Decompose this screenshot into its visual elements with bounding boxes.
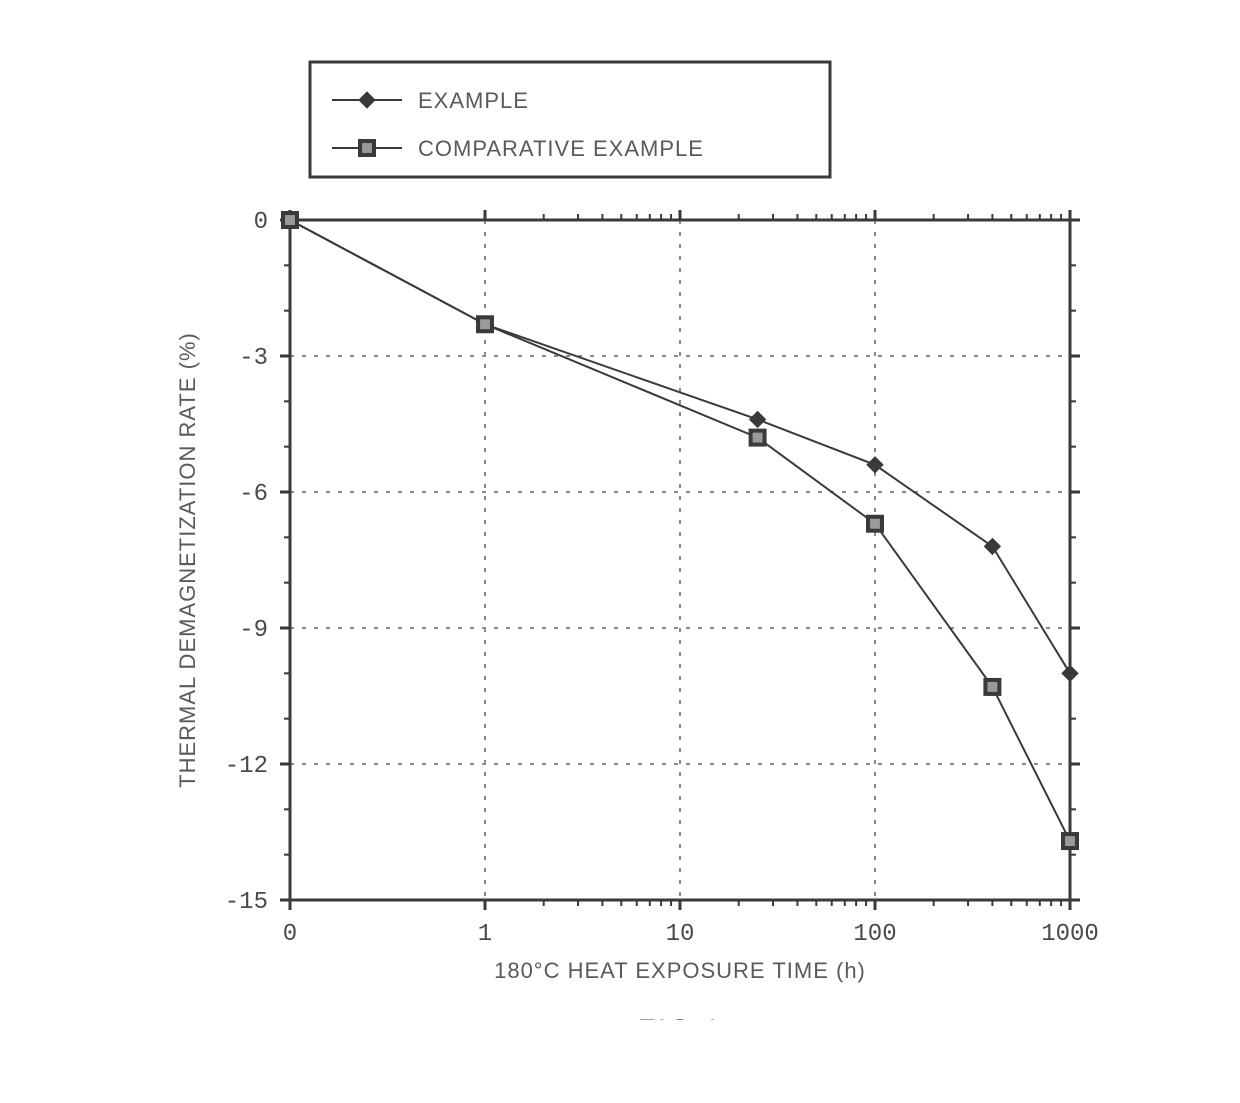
x-tick-label: 1 <box>478 921 492 948</box>
y-tick-label: -12 <box>225 753 268 780</box>
x-tick-label: 10 <box>666 921 695 948</box>
y-axis-label: THERMAL DEMAGNETIZATION RATE (%) <box>175 332 200 788</box>
y-tick-label: -9 <box>239 617 268 644</box>
thermal-demag-chart: 0 1 10 100 1000 0 -3 -6 -9 -12 -15 180°C HEAT EXPOS… <box>120 40 1120 1020</box>
x-axis-label: 180°C HEAT EXPOSURE TIME (h) <box>494 958 866 983</box>
x-tick-label: 0 <box>283 921 297 948</box>
y-tick-label: -15 <box>225 889 268 916</box>
x-tick-label: 1000 <box>1041 921 1099 948</box>
y-tick-label: -3 <box>239 345 268 372</box>
figure-label: FIG.1 <box>637 1014 722 1020</box>
legend: EXAMPLE COMPARATIVE EXAMPLE <box>310 62 830 177</box>
y-tick-label: 0 <box>254 209 268 236</box>
legend-item-label: COMPARATIVE EXAMPLE <box>418 136 704 161</box>
chart-svg: 0 1 10 100 1000 0 -3 -6 -9 -12 -15 180°C HEAT EXPOS… <box>120 40 1120 1020</box>
y-tick-label: -6 <box>239 481 268 508</box>
legend-item-label: EXAMPLE <box>418 88 529 113</box>
x-tick-label: 100 <box>853 921 896 948</box>
